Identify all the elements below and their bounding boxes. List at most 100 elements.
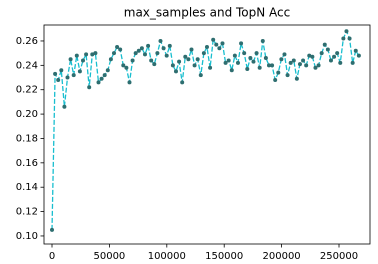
data-point [350,60,355,65]
data-point [170,63,175,68]
data-point [62,104,67,109]
chart-title: max_samples and TopN Acc [124,6,290,20]
data-point [270,63,275,68]
data-point [229,68,234,73]
data-line [51,29,360,230]
axes-frame [43,24,371,245]
data-point [96,80,101,85]
data-point [217,46,222,51]
data-point [93,51,98,56]
data-point [111,51,116,56]
data-point [316,63,321,68]
data-point [177,59,182,64]
data-point [121,63,126,68]
x-tick-label: 250000 [320,251,358,262]
data-point [90,52,95,57]
y-tick-label: 0.24 [16,60,38,71]
data-point [208,65,213,70]
data-point [68,57,73,62]
data-point [310,54,315,59]
data-point [127,80,132,85]
data-point [254,51,259,56]
y-tick-label: 0.16 [16,158,38,169]
data-point [239,41,244,46]
data-point [167,43,172,48]
data-point [186,57,191,62]
data-point [105,68,110,73]
data-point [211,37,216,42]
y-tick-label: 0.14 [16,182,38,193]
data-point [180,80,185,85]
data-point [248,56,253,61]
x-tick-label: 0 [49,251,55,262]
data-point [142,52,147,57]
data-point [307,53,312,58]
data-point [297,62,302,67]
data-point [130,58,135,63]
data-point [183,54,188,59]
data-point [242,51,247,56]
data-point [285,73,290,78]
data-point [155,51,160,56]
data-point [149,58,154,63]
data-point [87,85,92,90]
x-tick-label: 150000 [205,251,243,262]
data-point [338,60,343,65]
data-point [251,59,256,64]
x-tick-label: 100000 [148,251,186,262]
data-point [288,60,293,65]
x-tick-label: 200000 [263,251,301,262]
data-point [356,53,361,58]
data-point [50,227,55,232]
data-point [124,65,129,70]
data-point [189,47,194,52]
data-point [201,51,206,56]
data-point [146,43,151,48]
data-point [282,52,287,57]
data-point [214,42,219,47]
data-point [133,51,138,56]
data-point [325,47,330,52]
data-point [84,52,89,57]
data-point [158,38,163,43]
data-point [279,57,284,62]
data-point [235,60,240,65]
data-point [319,51,324,56]
data-point [77,69,82,74]
data-point [226,58,231,63]
data-point [173,69,178,74]
data-point [276,70,281,75]
data-point [115,45,120,50]
data-point [74,53,79,58]
data-point [108,57,113,62]
data-point [161,46,166,51]
data-point [328,58,333,63]
y-tick-label: 0.18 [16,133,38,144]
data-point [152,62,157,67]
data-point [335,51,340,56]
data-point [257,65,262,70]
data-point [139,46,144,51]
data-point [71,73,76,78]
data-point [294,76,299,81]
data-point [102,73,107,78]
data-point [56,77,61,82]
data-point [136,48,141,53]
data-point [80,58,85,63]
y-tick-label: 0.20 [16,109,38,120]
data-point [118,47,123,52]
y-tick-label: 0.26 [16,36,38,47]
data-point [344,29,349,34]
data-point [198,73,203,78]
data-point [220,41,225,46]
data-point [164,53,169,58]
data-point [273,77,278,82]
data-point [99,76,104,81]
data-point [260,38,265,43]
data-point [223,60,228,65]
data-point [204,45,209,50]
y-tick-label: 0.22 [16,85,38,96]
data-point [313,65,318,70]
data-point [232,53,237,58]
